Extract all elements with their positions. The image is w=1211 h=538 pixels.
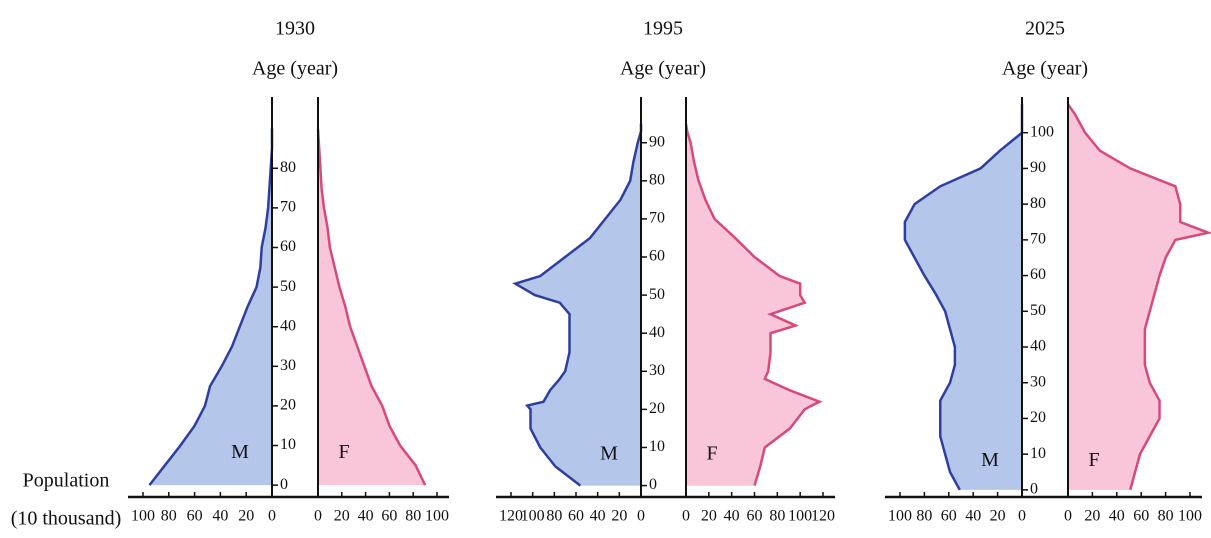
- y-tick-label: 10: [649, 438, 665, 455]
- x-tick-label: 20: [1084, 508, 1100, 525]
- x-tick-label: 40: [1109, 508, 1125, 525]
- series-label: M: [600, 443, 618, 465]
- y-tick-label: 100: [1030, 123, 1054, 140]
- x-tick-label: 0: [637, 508, 645, 525]
- y-tick-label: 30: [280, 357, 296, 374]
- population-line: [684, 123, 823, 486]
- y-tick-label: 80: [1030, 195, 1046, 212]
- y-tick-label: 40: [1030, 338, 1046, 355]
- x-tick-label: 100: [131, 508, 155, 525]
- x-tick-label: 80: [1158, 508, 1174, 525]
- x-tick-label: 120: [499, 508, 523, 525]
- y-axis-label: Age (year): [1002, 58, 1088, 80]
- y-tick-label: 0: [280, 476, 288, 493]
- y-tick-label: 10: [280, 436, 296, 453]
- y-tick-label: 70: [280, 199, 296, 216]
- y-tick-label: 50: [280, 278, 296, 295]
- y-tick-label: 20: [1030, 409, 1046, 426]
- x-tick-label: 60: [747, 508, 763, 525]
- series-label: F: [338, 441, 349, 463]
- x-tick-label: 20: [701, 508, 717, 525]
- area-fill: [686, 123, 820, 486]
- x-tick-label: 60: [187, 508, 203, 525]
- x-tick-label: 20: [611, 508, 627, 525]
- area-fill: [149, 128, 272, 486]
- x-tick-label: 100: [521, 508, 545, 525]
- x-axis-label: (10 thousand): [11, 508, 122, 530]
- x-tick-label: 40: [965, 508, 981, 525]
- panel-title: 2025: [1025, 18, 1065, 40]
- series-label: F: [706, 443, 717, 465]
- x-tick-label: 40: [358, 508, 374, 525]
- panel-title: 1995: [643, 18, 683, 40]
- x-tick-label: 40: [212, 508, 228, 525]
- x-tick-label: 40: [724, 508, 740, 525]
- y-tick-label: 50: [1030, 302, 1046, 319]
- series-label: M: [981, 449, 999, 471]
- x-tick-label: 0: [268, 508, 276, 525]
- x-tick-label: 80: [769, 508, 785, 525]
- area-fill: [904, 104, 1022, 490]
- y-tick-label: 20: [649, 400, 665, 417]
- y-tick-label: 40: [649, 324, 665, 341]
- area-fill: [1068, 104, 1209, 490]
- x-tick-label: 120: [811, 508, 835, 525]
- series-label: M: [231, 441, 249, 463]
- x-tick-label: 0: [1064, 508, 1072, 525]
- x-tick-label: 60: [568, 508, 584, 525]
- x-tick-label: 100: [1178, 508, 1202, 525]
- y-axis-label: Age (year): [252, 58, 338, 80]
- y-tick-label: 70: [1030, 231, 1046, 248]
- x-tick-label: 100: [425, 508, 449, 525]
- series-label: F: [1088, 449, 1099, 471]
- x-tick-label: 100: [788, 508, 812, 525]
- population-line: [512, 123, 643, 487]
- y-tick-label: 20: [280, 397, 296, 414]
- x-tick-label: 60: [381, 508, 397, 525]
- x-tick-label: 20: [334, 508, 350, 525]
- y-tick-label: 30: [649, 362, 665, 379]
- y-tick-label: 80: [280, 159, 296, 176]
- y-tick-label: 80: [649, 171, 665, 188]
- y-tick-label: 60: [1030, 266, 1046, 283]
- x-tick-label: 80: [405, 508, 421, 525]
- x-tick-label: 20: [990, 508, 1006, 525]
- y-tick-label: 40: [280, 317, 296, 334]
- x-tick-label: 0: [314, 508, 322, 525]
- y-tick-label: 30: [1030, 373, 1046, 390]
- x-tick-label: 0: [682, 508, 690, 525]
- x-tick-label: 80: [916, 508, 932, 525]
- x-tick-label: 60: [941, 508, 957, 525]
- y-tick-label: 0: [649, 476, 657, 493]
- x-tick-label: 80: [161, 508, 177, 525]
- x-tick-label: 0: [1018, 508, 1026, 525]
- x-tick-label: 40: [590, 508, 606, 525]
- y-axis-label: Age (year): [620, 58, 706, 80]
- x-tick-label: 20: [238, 508, 254, 525]
- y-tick-label: 90: [649, 133, 665, 150]
- y-tick-label: 70: [649, 210, 665, 227]
- y-tick-label: 90: [1030, 159, 1046, 176]
- population-line: [903, 104, 1024, 491]
- y-tick-label: 50: [649, 286, 665, 303]
- x-tick-label: 100: [888, 508, 912, 525]
- y-tick-label: 60: [280, 238, 296, 255]
- panel-title: 1930: [275, 18, 315, 40]
- area-fill: [515, 123, 641, 486]
- population-line: [148, 128, 274, 486]
- x-tick-label: 80: [546, 508, 562, 525]
- y-tick-label: 60: [649, 248, 665, 265]
- area-fill: [318, 128, 426, 486]
- x-tick-label: 60: [1133, 508, 1149, 525]
- y-tick-label: 0: [1030, 481, 1038, 498]
- population-line: [1066, 103, 1211, 491]
- x-axis-label: Population: [23, 470, 110, 492]
- y-tick-label: 10: [1030, 445, 1046, 462]
- population-line: [316, 128, 427, 486]
